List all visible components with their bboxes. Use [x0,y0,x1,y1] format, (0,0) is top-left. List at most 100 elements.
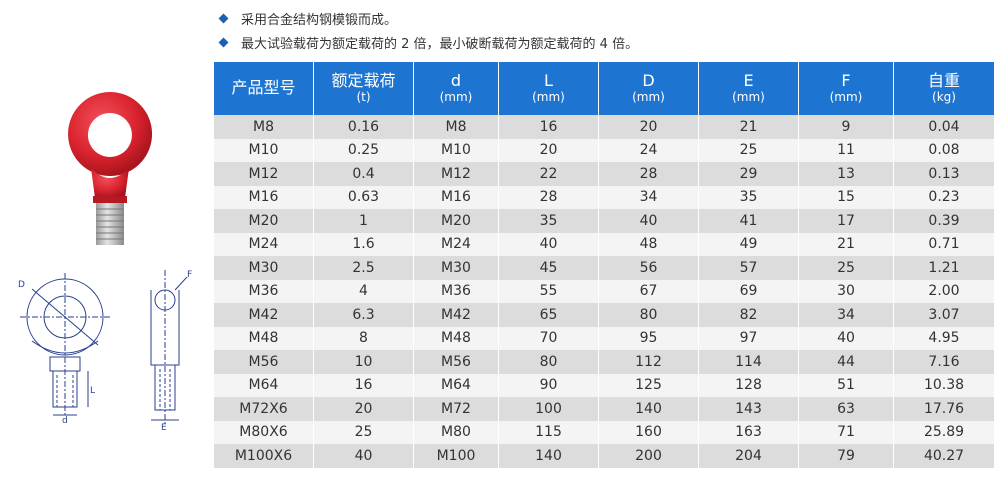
table-cell: 125 [599,373,699,397]
table-cell: M72X6 [214,397,314,421]
table-row: M42 6.3 M42 65 80 82 34 3.07 [214,303,994,327]
table-cell: M72 [414,397,499,421]
diamond-bullet-icon [218,37,229,47]
table-cell: M64 [414,373,499,397]
label-d: d [62,416,68,425]
table-cell: M48 [214,326,314,350]
table-cell: 35 [699,185,799,209]
diamond-bullet-icon [218,13,229,23]
header-F: F (mm) [799,62,894,115]
table-cell: 25 [799,256,894,280]
table-cell: 34 [599,185,699,209]
table-cell: 20 [314,397,414,421]
table-cell: 34 [799,303,894,327]
table-row: M48 8 M48 70 95 97 40 4.95 [214,326,994,350]
table-cell: M8 [414,115,499,139]
feature-item: 最大试验载荷为额定载荷的 2 倍，最小破断载荷为额定载荷的 4 倍。 [218,30,638,54]
table-cell: 97 [699,326,799,350]
table-row: M20 1 M20 35 40 41 17 0.39 [214,209,994,233]
table-cell: 45 [499,256,599,280]
front-view-drawing: D L d [18,273,110,425]
table-cell: M42 [214,303,314,327]
table-cell: 41 [699,209,799,233]
header-model: 产品型号 [214,62,314,115]
feature-text: 采用合金结构钢模锻而成。 [241,12,398,28]
table-cell: 69 [699,279,799,303]
table-cell: 40 [799,326,894,350]
table-cell: 40 [314,444,414,468]
table-row: M72X6 20 M72 100 140 143 63 17.76 [214,397,994,421]
table-cell: 3.07 [894,303,994,327]
table-cell: 82 [699,303,799,327]
table-cell: 115 [499,420,599,444]
table-cell: M100 [414,444,499,468]
table-cell: M20 [214,209,314,233]
table-cell: 10 [314,350,414,374]
table-cell: 25 [314,420,414,444]
table-cell: 40 [599,209,699,233]
table-cell: 200 [599,444,699,468]
table-row: M16 0.63 M16 28 34 35 15 0.23 [214,185,994,209]
table-cell: 21 [699,115,799,139]
header-weight: 自重 (kg) [894,62,994,115]
table-cell: 9 [799,115,894,139]
table-cell: 28 [499,185,599,209]
table-row: M10 0.25 M10 20 24 25 11 0.08 [214,138,994,162]
table-cell: 114 [699,350,799,374]
label-L: L [90,386,95,396]
table-cell: 65 [499,303,599,327]
table-cell: 28 [599,162,699,186]
table-cell: 17.76 [894,397,994,421]
table-cell: 2.00 [894,279,994,303]
table-cell: 0.23 [894,185,994,209]
table-cell: 0.13 [894,162,994,186]
table-cell: 1.6 [314,232,414,256]
table-header-row: 产品型号 额定载荷 (t) d (mm) L (mm) D (mm) E (mm) F (m… [214,62,994,115]
table-cell: 44 [799,350,894,374]
table-cell: 24 [599,138,699,162]
table-cell: 35 [499,209,599,233]
header-D: D (mm) [599,62,699,115]
table-cell: 20 [599,115,699,139]
table-cell: 112 [599,350,699,374]
table-cell: 0.25 [314,138,414,162]
label-F: F [187,270,192,280]
table-row: M8 0.16 M8 16 20 21 9 0.04 [214,115,994,139]
table-row: M12 0.4 M12 22 28 29 13 0.13 [214,162,994,186]
table-cell: 29 [699,162,799,186]
table-cell: 16 [499,115,599,139]
table-cell: M8 [214,115,314,139]
table-cell: M12 [414,162,499,186]
table-cell: M30 [414,256,499,280]
table-cell: 22 [499,162,599,186]
header-E: E (mm) [699,62,799,115]
table-cell: 90 [499,373,599,397]
table-cell: 0.08 [894,138,994,162]
table-cell: 17 [799,209,894,233]
table-cell: 2.5 [314,256,414,280]
table-cell: 70 [499,326,599,350]
table-cell: 56 [599,256,699,280]
table-cell: 49 [699,232,799,256]
table-cell: 16 [314,373,414,397]
header-rated-load: 额定载荷 (t) [314,62,414,115]
table-cell: 1.21 [894,256,994,280]
table-cell: 40.27 [894,444,994,468]
table-cell: M12 [214,162,314,186]
table-row: M30 2.5 M30 45 56 57 25 1.21 [214,256,994,280]
table-cell: M48 [414,326,499,350]
table-cell: M64 [214,373,314,397]
table-cell: 13 [799,162,894,186]
table-row: M24 1.6 M24 40 48 49 21 0.71 [214,232,994,256]
eye-bolt-photo [68,92,153,245]
table-cell: 20 [499,138,599,162]
table-cell: 11 [799,138,894,162]
table-cell: 204 [699,444,799,468]
table-row: M36 4 M36 55 67 69 30 2.00 [214,279,994,303]
table-cell: M20 [414,209,499,233]
table-cell: 140 [499,444,599,468]
table-cell: M80X6 [214,420,314,444]
table-row: M80X6 25 M80 115 160 163 71 25.89 [214,420,994,444]
table-cell: M30 [214,256,314,280]
table-cell: 8 [314,326,414,350]
